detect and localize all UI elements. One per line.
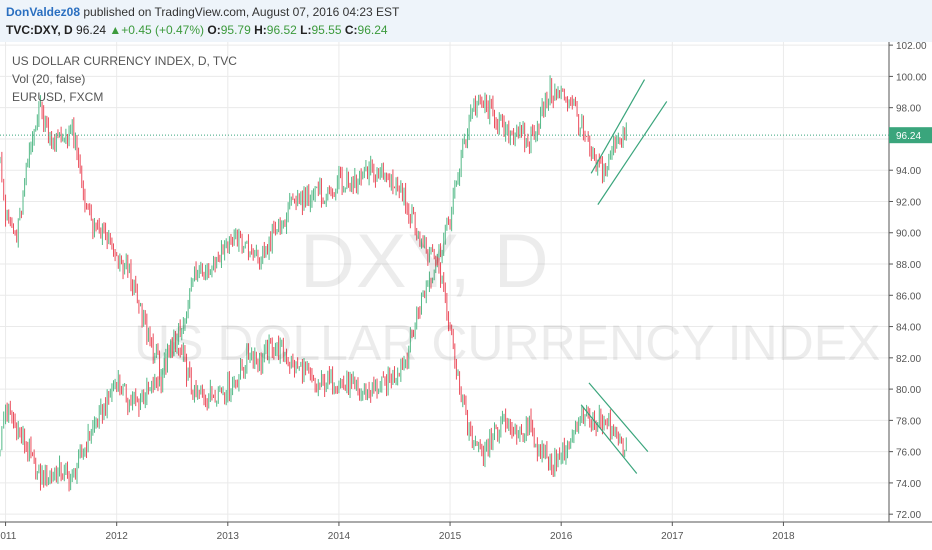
- y-tick-label: 82.00: [896, 354, 921, 365]
- y-tick-label: 78.00: [896, 416, 921, 427]
- y-tick-label: 84.00: [896, 323, 921, 334]
- trendline: [580, 404, 638, 474]
- close-label: C:: [344, 23, 358, 37]
- trendline: [590, 79, 646, 174]
- published-text: published on TradingView.com, August 07,…: [80, 5, 400, 19]
- y-tick-label: 80.00: [896, 385, 921, 396]
- y-tick-label: 102.00: [896, 42, 927, 52]
- open-label: O:: [207, 23, 221, 37]
- x-tick-label: 2015: [439, 531, 462, 542]
- y-tick-label: 90.00: [896, 229, 921, 240]
- y-tick-label: 72.00: [896, 510, 921, 521]
- y-tick-label: 98.00: [896, 104, 921, 115]
- x-tick-label: 2018: [772, 531, 795, 542]
- y-tick-label: 88.00: [896, 260, 921, 271]
- publish-line: DonValdez08 published on TradingView.com…: [6, 5, 399, 19]
- legend-main: US DOLLAR CURRENCY INDEX, D, TVC: [12, 54, 237, 68]
- y-tick-label: 76.00: [896, 448, 921, 459]
- price-label-box: [889, 127, 932, 144]
- price-chart[interactable]: 72.00 74.00 76.00 78.00 80.00 82.00 84.00 86.00…: [0, 42, 932, 550]
- change-value: +0.45 (+0.47%): [121, 23, 205, 37]
- trendline: [588, 382, 649, 453]
- x-tick-label: 2012: [106, 531, 129, 542]
- high-label: H:: [254, 23, 267, 37]
- y-tick-label: 100.00: [896, 72, 927, 83]
- x-tick-label: 2014: [328, 531, 351, 542]
- author-link[interactable]: DonValdez08: [6, 5, 81, 19]
- close-value: 96.24: [357, 23, 388, 37]
- y-tick-label: 94.00: [896, 166, 921, 177]
- y-tick-label: 86.00: [896, 291, 921, 302]
- high-value: 96.52: [266, 23, 297, 37]
- y-tick-label: 92.00: [896, 197, 921, 208]
- open-value: 95.79: [220, 23, 251, 37]
- symbol-label: TVC:DXY, D: [6, 23, 73, 37]
- x-tick-label: 2016: [550, 531, 573, 542]
- low-label: L:: [300, 23, 312, 37]
- trendline: [597, 101, 668, 205]
- publish-header: DonValdez08 published on TradingView.com…: [0, 0, 932, 42]
- y-tick-label: 74.00: [896, 479, 921, 490]
- x-tick-label: 2011: [0, 531, 17, 542]
- ohlc-line: TVC:DXY, D 96.24 ▲+0.45 (+0.47%) O:95.79…: [6, 23, 388, 37]
- watermark-symbol: DXY, D: [300, 219, 550, 304]
- price-label: 96.24: [896, 131, 921, 142]
- x-tick-label: 2017: [661, 531, 684, 542]
- price-value: 96.24: [76, 23, 107, 37]
- low-value: 95.55: [311, 23, 342, 37]
- watermark-name: US DOLLAR CURRENCY INDEX: [134, 315, 881, 371]
- legend-volume: Vol (20, false): [12, 72, 86, 86]
- up-triangle-icon: ▲: [109, 23, 122, 37]
- x-tick-label: 2013: [217, 531, 240, 542]
- legend-overlay: EURUSD, FXCM: [12, 90, 104, 104]
